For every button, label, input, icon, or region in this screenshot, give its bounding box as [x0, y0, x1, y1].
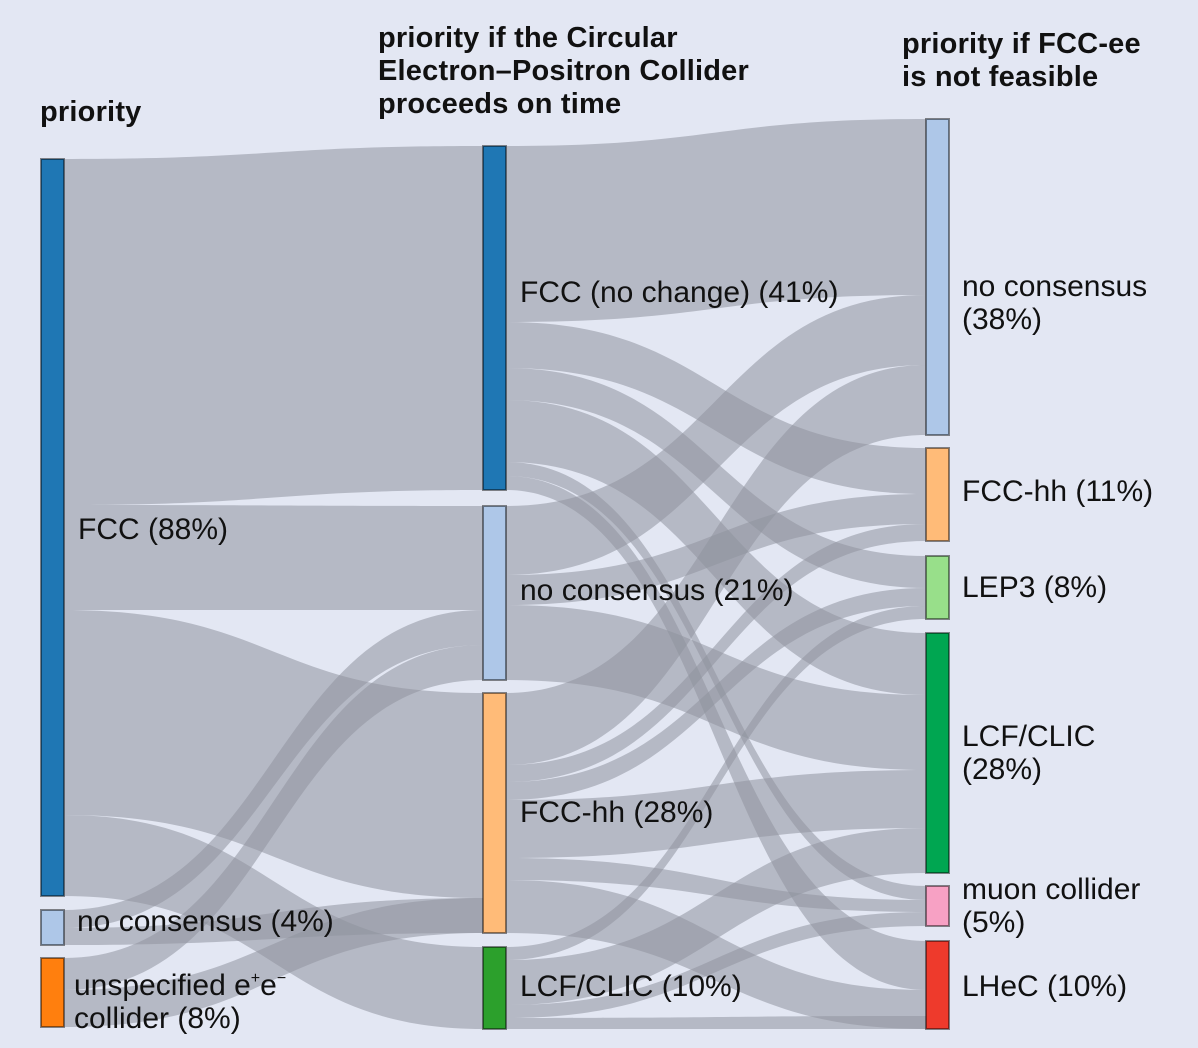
label-unspecified-mid: e — [260, 969, 277, 1002]
flow-fcc-left-to-nocons-mid — [64, 505, 483, 610]
node-lhec-right — [925, 940, 950, 1030]
label-no-consensus-mid: no consensus (21%) — [520, 574, 794, 607]
label-muon-collider-right: muon collider (5%) — [962, 873, 1140, 939]
node-fcc-left — [40, 158, 65, 897]
flow-nocons-mid-to-nocons-right — [506, 295, 926, 575]
node-muon-right — [925, 885, 950, 927]
label-unspecified-collider: unspecified e+e− collider (8%) — [74, 962, 286, 1035]
flow-lcf-mid-to-lhec-right — [506, 1016, 926, 1029]
label-no-consensus-right: no consensus (38%) — [962, 270, 1147, 336]
label-lcf-clic-right-line-2: (28%) — [962, 753, 1043, 786]
node-lep3-right — [925, 555, 950, 620]
label-lhec-right: LHeC (10%) — [962, 970, 1128, 1003]
node-lcf-mid — [482, 946, 507, 1030]
column-title-priority: priority — [40, 96, 142, 128]
node-nocons-right — [925, 118, 950, 436]
label-unspecified-line-2: collider (8%) — [74, 1002, 241, 1035]
node-lcf-right — [925, 632, 950, 874]
flow-nocons-left-to-nocons-mid — [64, 610, 483, 928]
flow-lcf-mid-to-lep3-right — [506, 606, 926, 960]
flow-fcc-left-to-fcc-mid — [64, 146, 483, 505]
label-unspecified-sup-plus: + — [250, 970, 261, 987]
flow-lcf-mid-to-muon-right — [506, 912, 926, 1018]
label-lcf-clic-right: LCF/CLIC (28%) — [962, 720, 1095, 786]
label-no-consensus-left: no consensus (4%) — [77, 905, 334, 938]
node-fcchh-mid — [482, 692, 507, 934]
flow-unspec-left-to-fcchh-mid — [64, 898, 483, 1027]
flow-fcchh-mid-to-muon-right — [506, 858, 926, 912]
node-nocons-left — [40, 909, 65, 946]
flow-fcc-mid-to-nocons-right — [506, 119, 926, 322]
label-unspecified-line-1: unspecified e+e− — [74, 962, 286, 1002]
label-muon-collider-line-2: (5%) — [962, 906, 1026, 939]
flow-fcchh-mid-to-lcf-right — [506, 770, 926, 858]
label-no-consensus-right-line-2: (38%) — [962, 303, 1043, 336]
label-unspecified-sup-minus: − — [276, 970, 287, 987]
label-fcc-no-change: FCC (no change) (41%) — [520, 276, 839, 309]
node-fcc-mid — [482, 145, 507, 491]
label-lcf-clic-right-line-1: LCF/CLIC — [962, 720, 1096, 753]
flow-lcf-mid-to-lcf-right — [506, 828, 926, 1005]
label-fcc-hh-mid: FCC-hh (28%) — [520, 796, 714, 829]
label-lcf-clic-mid: LCF/CLIC (10%) — [520, 970, 742, 1003]
flow-unspec-left-to-nocons-mid — [64, 645, 483, 990]
flow-fcchh-mid-to-nocons-right — [506, 365, 926, 765]
flow-fcc-left-to-fcchh-mid — [64, 610, 483, 898]
flow-fcchh-mid-to-fcchh-right — [506, 524, 926, 782]
flow-fcc-mid-to-lep3-right — [506, 368, 926, 588]
node-fcchh-right — [925, 447, 950, 542]
label-muon-collider-line-1: muon collider — [962, 873, 1141, 906]
label-unspecified-base: unspecified e — [74, 969, 251, 1002]
column-title-cepc: priority if the Circular Electron–Positr… — [378, 22, 749, 121]
flow-fcc-mid-to-lhec-right — [506, 476, 926, 990]
column-title-fccee-line-2: is not feasible — [902, 61, 1099, 93]
column-title-cepc-line-3: proceeds on time — [378, 88, 622, 120]
label-fcc-left: FCC (88%) — [78, 513, 229, 546]
column-title-fccee-line-1: priority if FCC-ee — [902, 28, 1141, 60]
label-no-consensus-right-line-1: no consensus — [962, 270, 1148, 303]
nodes — [40, 118, 950, 1030]
flow-links — [64, 119, 926, 1029]
column-title-fccee-not-feasible: priority if FCC-ee is not feasible — [902, 28, 1141, 94]
column-title-cepc-line-1: priority if the Circular — [378, 22, 678, 54]
label-lep3-right: LEP3 (8%) — [962, 571, 1108, 604]
node-unspec-left — [40, 957, 65, 1028]
node-nocons-mid — [482, 505, 507, 681]
flow-fcchh-mid-to-lep3-right — [506, 588, 926, 800]
label-fcc-hh-right: FCC-hh (11%) — [962, 475, 1154, 508]
column-title-cepc-line-2: Electron–Positron Collider — [378, 55, 749, 87]
